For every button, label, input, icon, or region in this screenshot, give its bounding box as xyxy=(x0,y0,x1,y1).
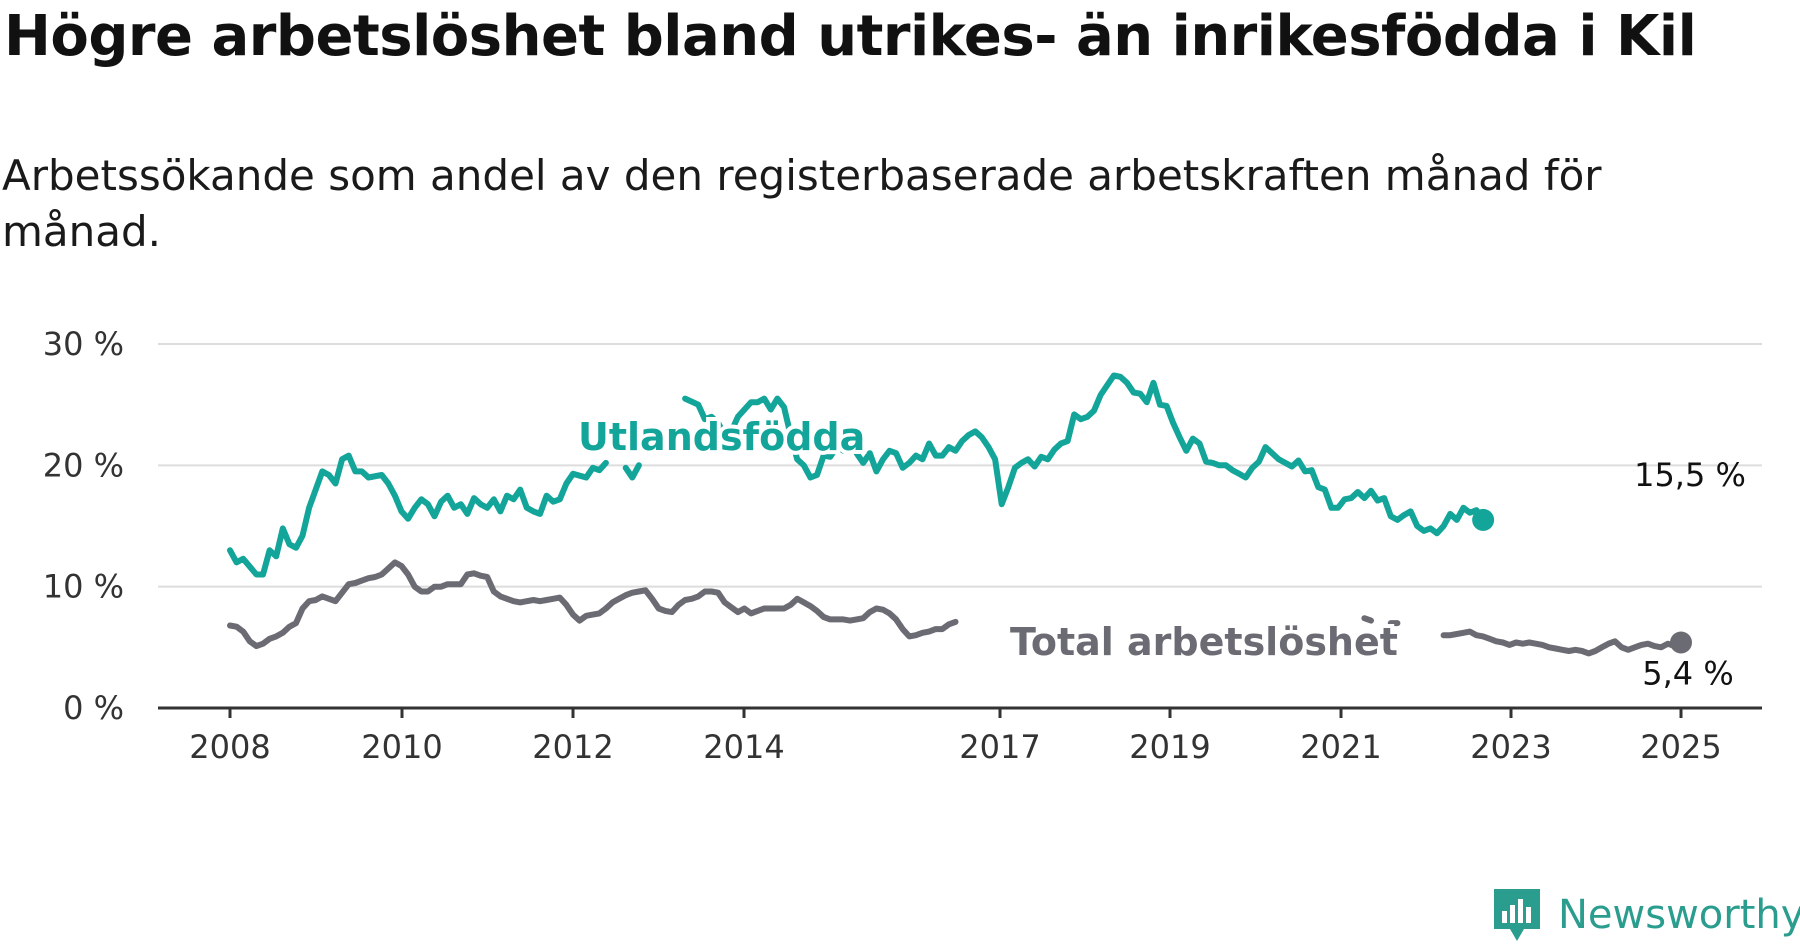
y-tick-label: 0 % xyxy=(63,689,124,727)
chart-subtitle: Arbetssökande som andel av den registerb… xyxy=(2,151,1602,256)
chart-title: Högre arbetslöshet bland utrikes- än inr… xyxy=(4,4,1697,69)
x-tick-label: 2008 xyxy=(189,728,270,766)
y-tick-label: 20 % xyxy=(43,446,124,484)
bar-chart-icon xyxy=(1494,889,1540,941)
end-value-label: 5,4 % xyxy=(1642,654,1733,692)
series-line xyxy=(227,559,959,650)
y-tick-label: 10 % xyxy=(43,568,124,606)
series-end-point xyxy=(1670,631,1692,654)
x-tick-label: 2010 xyxy=(361,728,442,766)
series-name-label: Utlandsfödda xyxy=(578,415,865,459)
series-end-point xyxy=(1472,508,1495,531)
x-tick-label: 2014 xyxy=(703,728,784,766)
end-value-label: 15,5 % xyxy=(1634,456,1746,494)
x-tick-label: 2025 xyxy=(1640,728,1721,766)
series-line xyxy=(682,372,1487,537)
series-line xyxy=(227,452,609,578)
x-tick-label: 2017 xyxy=(959,728,1040,766)
newsworthy-logo: Newsworthy xyxy=(1490,885,1800,945)
series-line xyxy=(1440,628,1684,657)
x-tick-label: 2012 xyxy=(532,728,613,766)
x-tick-label: 2023 xyxy=(1470,728,1551,766)
y-tick-label: 30 % xyxy=(43,325,124,363)
series-line xyxy=(622,462,642,481)
series-name-label: Total arbetslöshet xyxy=(1010,620,1398,664)
series-line xyxy=(1361,615,1374,624)
x-tick-label: 2021 xyxy=(1300,728,1381,766)
brand-name: Newsworthy xyxy=(1558,892,1800,938)
x-tick-label: 2019 xyxy=(1129,728,1210,766)
